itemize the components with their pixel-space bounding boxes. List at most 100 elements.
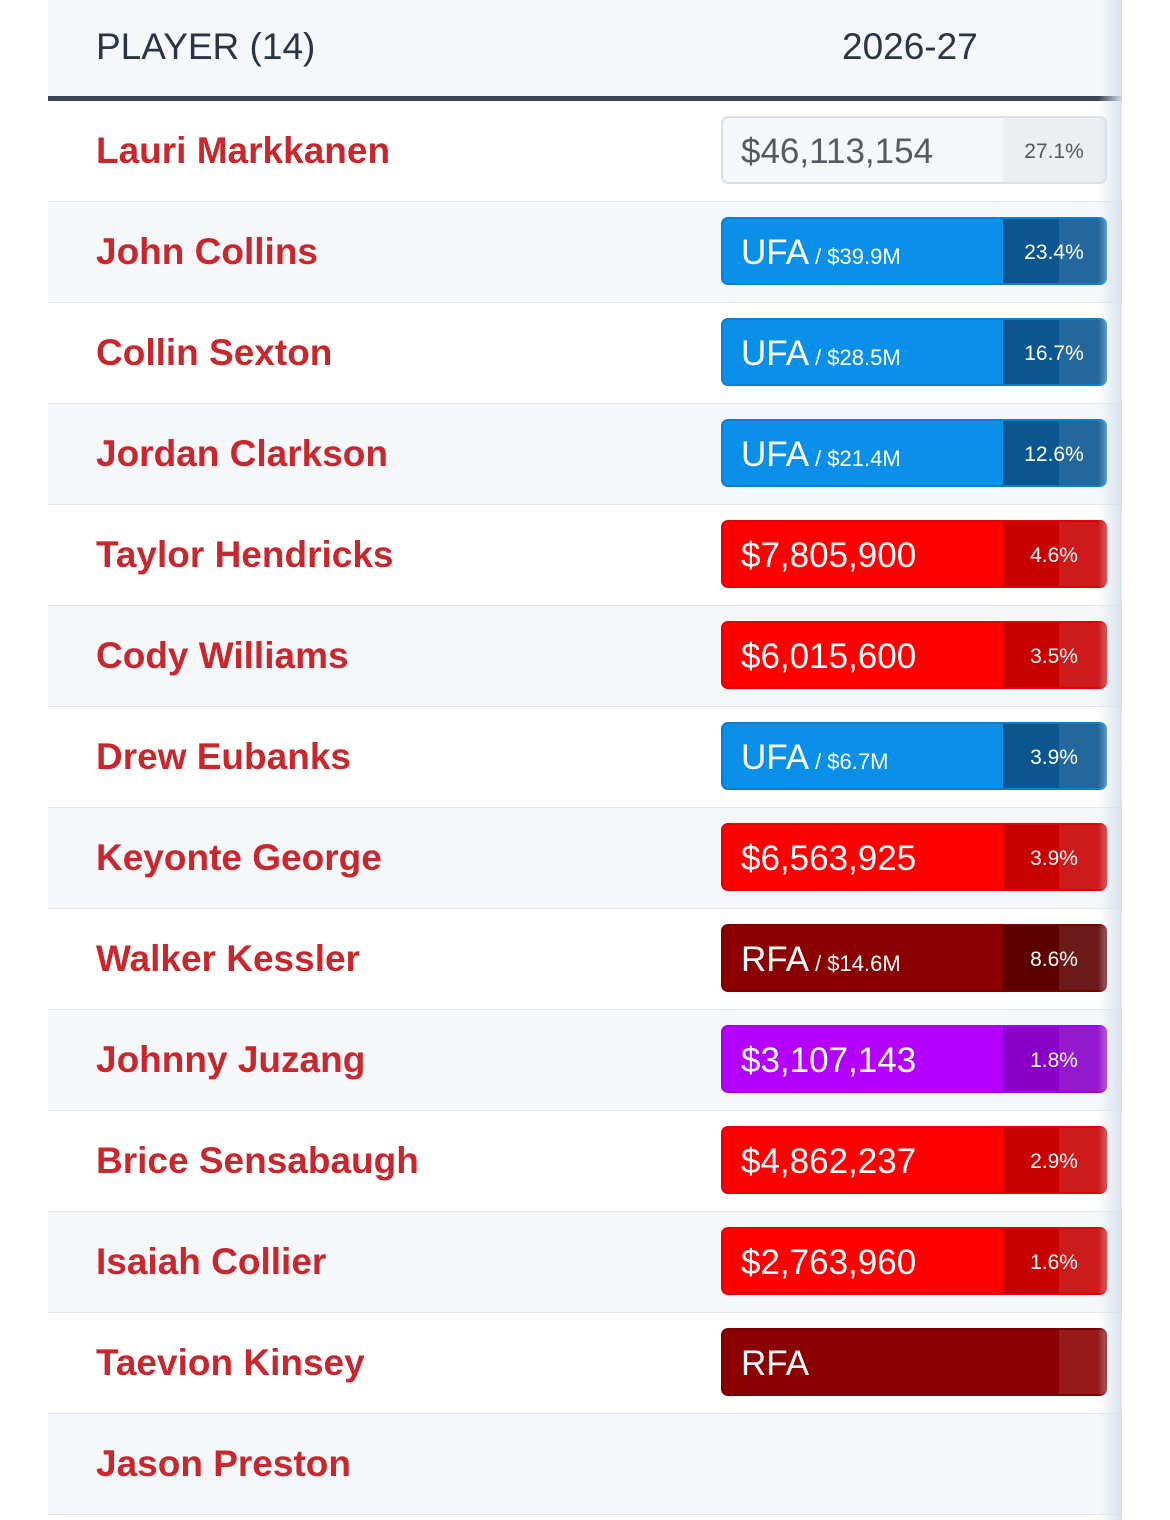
cell-edge-shade	[1059, 1027, 1105, 1091]
cap-percent-text: 12.6%	[1024, 443, 1084, 466]
salary-cell-ufa[interactable]: UFA / $21.4M 12.6%	[721, 419, 1107, 487]
cap-percent-text: 8.6%	[1030, 948, 1078, 971]
salary-value: $3,107,143	[741, 1027, 916, 1091]
player-name-link[interactable]: Cody Williams	[96, 635, 349, 676]
cell-edge-shade	[1059, 320, 1105, 384]
table-row: Isaiah Collier $2,763,960 1.6%	[48, 1212, 1122, 1313]
table-row: Johnny Juzang $3,107,143 1.8%	[48, 1010, 1122, 1111]
salary-main-text: UFA	[741, 233, 810, 272]
player-name-link[interactable]: Keyonte George	[96, 837, 382, 878]
cap-percent: 16.7%	[1003, 320, 1105, 384]
salary-cell-red[interactable]: $6,563,925 3.9%	[721, 823, 1107, 891]
cap-percent	[1059, 1330, 1105, 1394]
cap-percent: 3.9%	[1003, 825, 1105, 889]
cell-edge-shade	[1059, 421, 1105, 485]
salary-cell-red[interactable]: $6,015,600 3.5%	[721, 621, 1107, 689]
salary-cell-rfa[interactable]: RFA / $14.6M 8.6%	[721, 924, 1107, 992]
salary-main-text: $6,563,925	[741, 839, 917, 878]
cell-edge-shade	[1059, 522, 1105, 586]
table-row: Keyonte George $6,563,925 3.9%	[48, 808, 1122, 909]
player-name-link[interactable]: Lauri Markkanen	[96, 130, 391, 171]
player-name-link[interactable]: Johnny Juzang	[96, 1039, 366, 1080]
salary-value: $2,763,960	[741, 1229, 916, 1293]
cap-hold-amount: / $21.4M	[815, 446, 901, 471]
table-header: PLAYER (14) 2026-27	[48, 0, 1122, 101]
salary-cell-gray[interactable]: $46,113,154 27.1%	[721, 116, 1107, 184]
salary-value: UFA / $21.4M	[741, 421, 901, 485]
table-row: Lauri Markkanen $46,113,154 27.1%	[48, 101, 1122, 202]
cell-edge-shade	[1059, 1229, 1105, 1293]
salary-value: UFA / $6.7M	[741, 724, 888, 788]
salary-main-text: UFA	[741, 334, 810, 373]
table-body: Lauri Markkanen $46,113,154 27.1% John Coll…	[48, 101, 1122, 1515]
player-name-link[interactable]: Walker Kessler	[96, 938, 360, 979]
cap-percent: 27.1%	[1003, 118, 1105, 182]
cap-percent: 23.4%	[1003, 219, 1105, 283]
season-column-header[interactable]: 2026-27	[842, 26, 978, 67]
cap-hold-amount: / $6.7M	[815, 749, 889, 774]
cell-edge-shade	[1059, 1330, 1105, 1394]
salary-main-text: $4,862,237	[741, 1142, 917, 1181]
table-row: Jordan Clarkson UFA / $21.4M 12.6%	[48, 404, 1122, 505]
table-row: Cody Williams $6,015,600 3.5%	[48, 606, 1122, 707]
player-name-link[interactable]: John Collins	[96, 231, 318, 272]
player-name-link[interactable]: Jordan Clarkson	[96, 433, 388, 474]
cap-hold-amount: / $39.9M	[815, 244, 901, 269]
table-row: Drew Eubanks UFA / $6.7M 3.9%	[48, 707, 1122, 808]
cap-percent-text: 16.7%	[1024, 342, 1084, 365]
cap-percent-text: 3.5%	[1030, 645, 1078, 668]
cap-percent: 8.6%	[1003, 926, 1105, 990]
cell-edge-shade	[1059, 623, 1105, 687]
cap-hold-amount: / $28.5M	[815, 345, 901, 370]
salary-value: $7,805,900	[741, 522, 916, 586]
cap-percent: 3.9%	[1003, 724, 1105, 788]
table-row: Collin Sexton UFA / $28.5M 16.7%	[48, 303, 1122, 404]
cap-percent-text: 27.1%	[1024, 140, 1084, 163]
salary-cell-ufa[interactable]: UFA / $6.7M 3.9%	[721, 722, 1107, 790]
cap-percent-text: 1.8%	[1030, 1049, 1078, 1072]
player-name-link[interactable]: Jason Preston	[96, 1443, 351, 1484]
cell-edge-shade	[1059, 219, 1105, 283]
salary-main-text: $3,107,143	[741, 1041, 917, 1080]
cap-percent-text: 23.4%	[1024, 241, 1084, 264]
salary-main-text: $7,805,900	[741, 536, 917, 575]
cell-edge-shade	[1059, 825, 1105, 889]
salary-value: $46,113,154	[741, 118, 933, 182]
cap-percent: 4.6%	[1003, 522, 1105, 586]
player-name-link[interactable]: Drew Eubanks	[96, 736, 351, 777]
salary-main-text: $46,113,154	[741, 132, 934, 171]
salary-cell-red[interactable]: $4,862,237 2.9%	[721, 1126, 1107, 1194]
cap-percent-text: 2.9%	[1030, 1150, 1078, 1173]
cap-percent: 1.6%	[1003, 1229, 1105, 1293]
player-name-link[interactable]: Taylor Hendricks	[96, 534, 394, 575]
salary-value: RFA	[741, 1330, 809, 1394]
salary-cell-purple[interactable]: $3,107,143 1.8%	[721, 1025, 1107, 1093]
contracts-table: PLAYER (14) 2026-27 Lauri Markkanen $46,1…	[48, 0, 1122, 1515]
cell-edge-shade	[1059, 926, 1105, 990]
salary-value: UFA / $28.5M	[741, 320, 901, 384]
cap-percent-text: 3.9%	[1030, 847, 1078, 870]
salary-cell-red[interactable]: $7,805,900 4.6%	[721, 520, 1107, 588]
salary-main-text: $6,015,600	[741, 637, 917, 676]
cap-hold-amount: / $14.6M	[815, 951, 901, 976]
player-name-link[interactable]: Brice Sensabaugh	[96, 1140, 419, 1181]
player-name-link[interactable]: Isaiah Collier	[96, 1241, 327, 1282]
salary-value: $6,563,925	[741, 825, 916, 889]
salary-main-text: UFA	[741, 435, 810, 474]
table-row: Taevion Kinsey RFA	[48, 1313, 1122, 1414]
salary-value: UFA / $39.9M	[741, 219, 901, 283]
salary-cell-ufa[interactable]: UFA / $28.5M 16.7%	[721, 318, 1107, 386]
player-column-header[interactable]: PLAYER (14)	[96, 26, 316, 67]
salary-value: RFA / $14.6M	[741, 926, 901, 990]
salary-main-text: $2,763,960	[741, 1243, 917, 1282]
salary-cell-red[interactable]: $2,763,960 1.6%	[721, 1227, 1107, 1295]
cap-percent: 2.9%	[1003, 1128, 1105, 1192]
player-name-link[interactable]: Taevion Kinsey	[96, 1342, 365, 1383]
cap-percent-text: 1.6%	[1030, 1251, 1078, 1274]
salary-cell-rfa[interactable]: RFA	[721, 1328, 1107, 1396]
table-row: John Collins UFA / $39.9M 23.4%	[48, 202, 1122, 303]
player-name-link[interactable]: Collin Sexton	[96, 332, 333, 373]
salary-main-text: RFA	[741, 940, 810, 979]
table-row: Brice Sensabaugh $4,862,237 2.9%	[48, 1111, 1122, 1212]
salary-cell-ufa[interactable]: UFA / $39.9M 23.4%	[721, 217, 1107, 285]
